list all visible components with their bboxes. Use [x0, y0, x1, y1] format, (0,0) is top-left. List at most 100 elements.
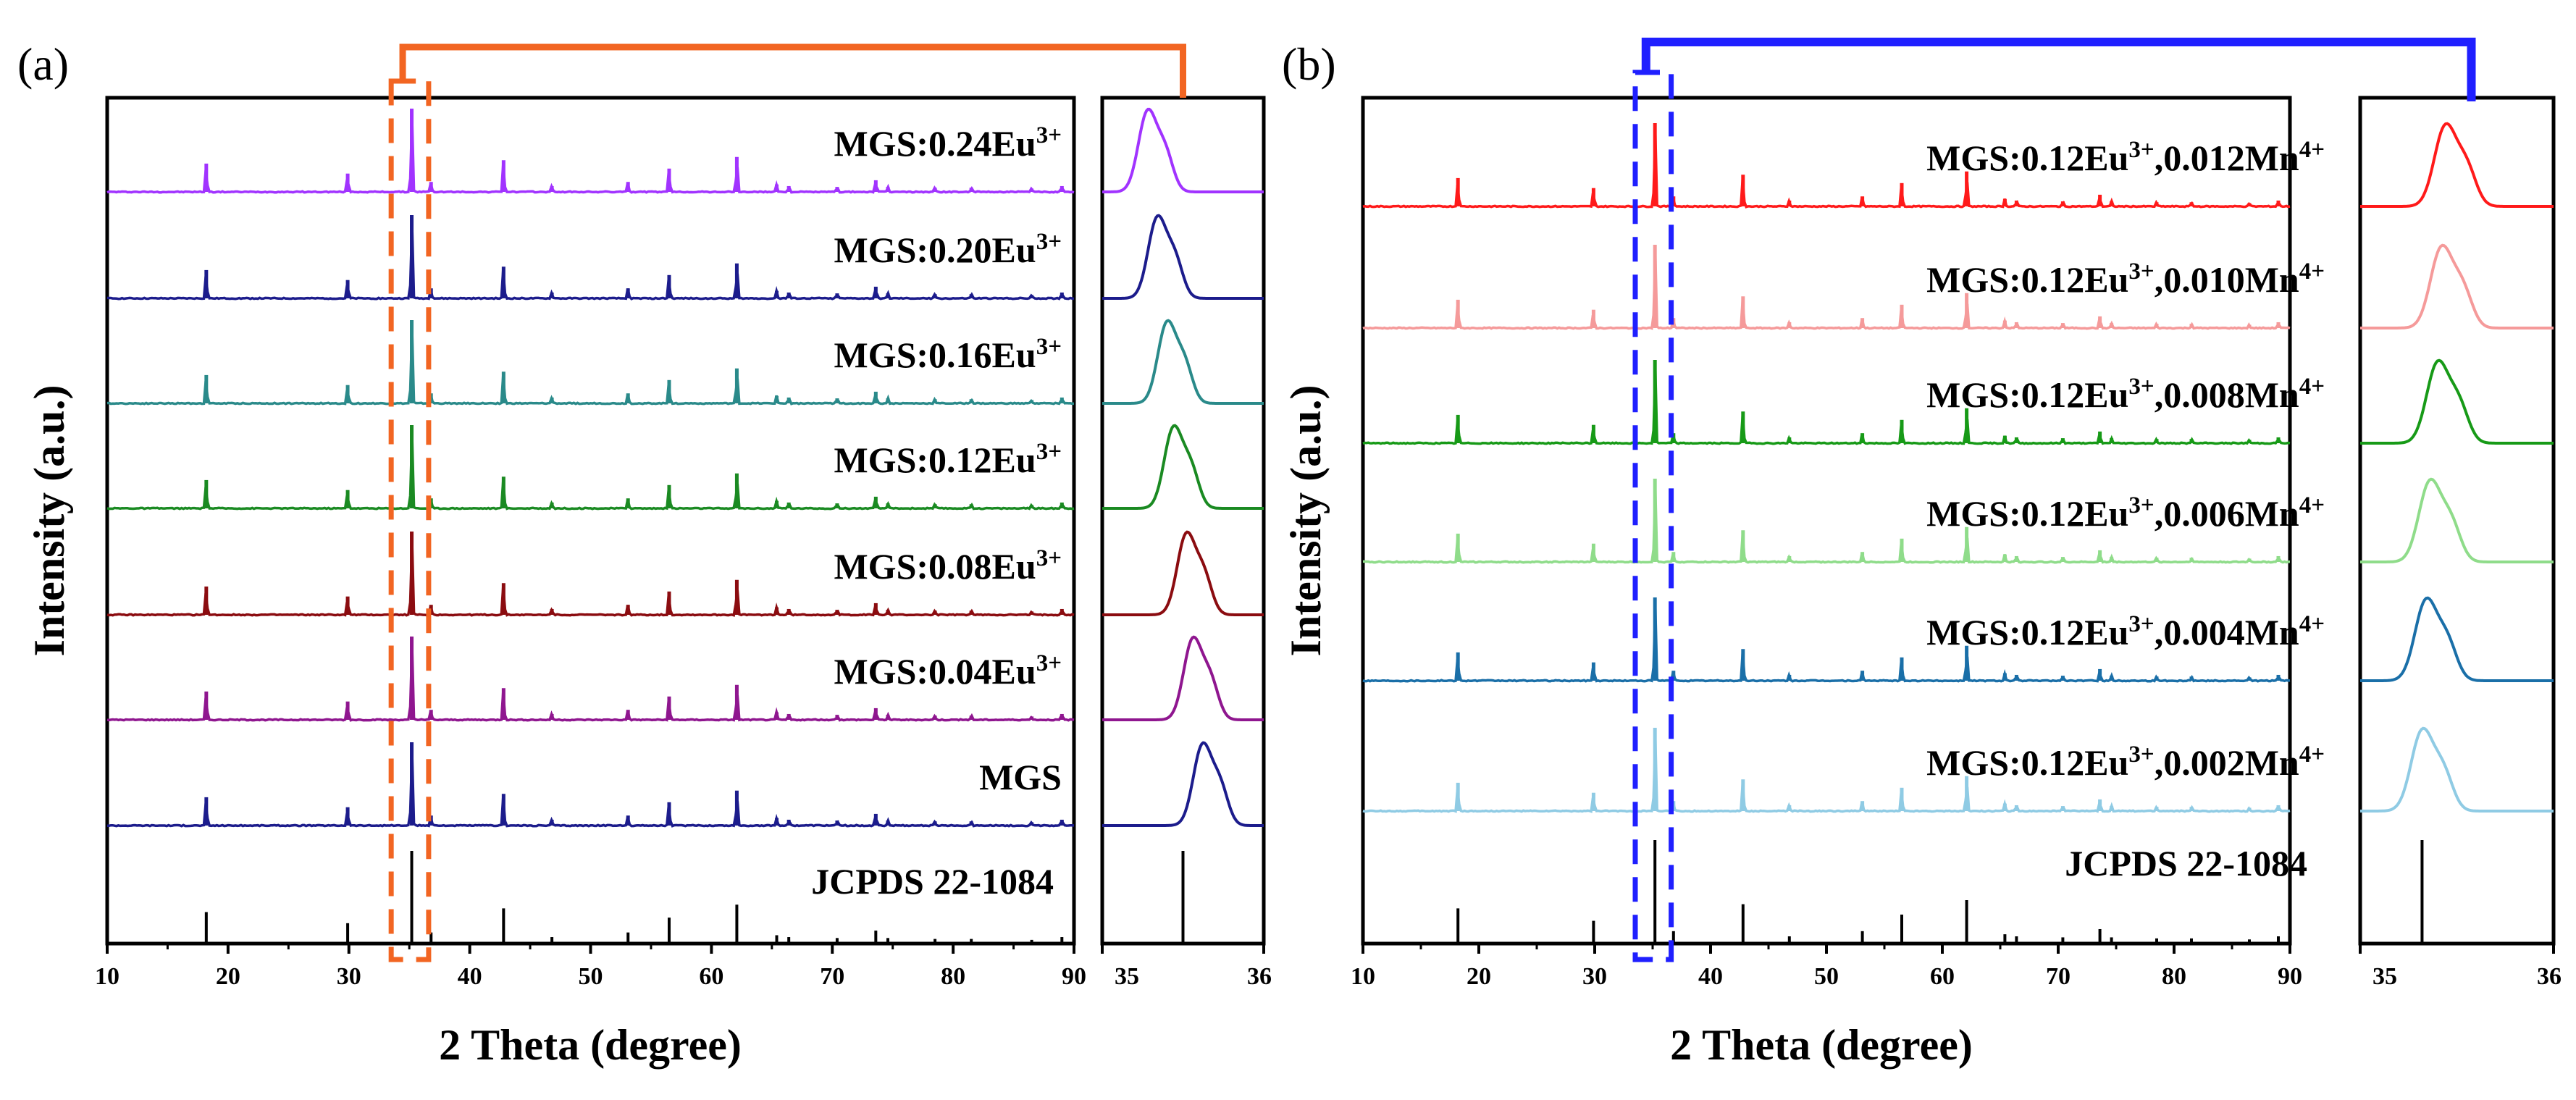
series-label-text: MGS:0.08Eu: [834, 546, 1036, 587]
series-trace: [106, 645, 1075, 722]
panel-a: (a) 10 20 30 40 50 60 70 80 90 35 36 2 Theta (degree…: [17, 38, 1272, 1069]
series-label-text: MGS: [979, 757, 1062, 797]
zoom-x-tick-label: 36: [2537, 963, 2562, 990]
series-label: MGS:0.16Eu3+: [834, 334, 1062, 375]
x-tick-label: 10: [95, 963, 119, 990]
x-tick-label: 50: [579, 963, 603, 990]
zoom-series-trace: [1102, 530, 1264, 616]
main-plot-frame: [1361, 96, 2292, 946]
series-label-superscript: 3+: [2128, 137, 2154, 163]
series-trace: [106, 224, 1075, 301]
x-tick-label: 30: [337, 963, 361, 990]
zoom-series-trace: [2360, 243, 2554, 329]
reference-label: JCPDS 22-1084: [811, 861, 1054, 902]
series-label-superscript: 3+: [1036, 122, 1062, 148]
series-label-superscript: 3+: [2128, 259, 2154, 285]
series-label-superscript: 3+: [2128, 611, 2154, 637]
zoom-connector-bracket: [1641, 38, 2476, 101]
series-label-superscript: 3+: [1036, 545, 1062, 571]
series-label: MGS:0.12Eu3+,0.012Mn4+: [1926, 137, 2325, 178]
x-tick-label: 90: [2278, 963, 2302, 990]
zoom-plot-frame: [2358, 96, 2556, 946]
x-axis-title: 2 Theta (degree): [439, 1021, 742, 1069]
series-label-text: MGS:0.12Eu: [1926, 493, 2128, 534]
series-label-superscript-2: 4+: [2299, 259, 2325, 285]
series-label-superscript: 3+: [2128, 742, 2154, 768]
series-label-text-2: ,0.012Mn: [2155, 138, 2299, 178]
x-tick-label: 20: [216, 963, 240, 990]
series-label: MGS:0.12Eu3+,0.004Mn4+: [1926, 611, 2325, 652]
zoom-series-trace: [1102, 635, 1264, 721]
panel-b: (b) 10 20 30 40 50 60 70 80 90 35 36 2 Theta (degree…: [1282, 38, 2562, 1069]
series-label: MGS: [979, 757, 1062, 797]
zoom-x-tick-label: 36: [1247, 963, 1272, 990]
series-label: MGS:0.12Eu3+: [834, 439, 1062, 480]
series-trace: [1362, 606, 2291, 683]
x-tick-label: 20: [1467, 963, 1491, 990]
series-label-text-2: ,0.010Mn: [2155, 259, 2299, 300]
series-label-superscript: 3+: [2128, 374, 2154, 400]
x-tick-label: 70: [820, 963, 844, 990]
x-tick-label: 90: [1062, 963, 1086, 990]
y-axis-title: Intensity (a.u.): [25, 385, 73, 656]
series-label-text: MGS:0.12Eu: [1926, 742, 2128, 783]
zoom-series-trace: [1102, 319, 1264, 405]
series-label-superscript-2: 4+: [2299, 611, 2325, 637]
x-tick-label: 60: [1930, 963, 1955, 990]
zoom-connector-bracket: [399, 43, 1186, 98]
series-trace: [1362, 737, 2291, 813]
zoom-series-trace: [1102, 107, 1264, 193]
series-label-superscript-2: 4+: [2299, 137, 2325, 163]
zoom-series-trace: [1102, 424, 1264, 510]
highlight-box: [388, 78, 432, 962]
x-tick-label: 60: [699, 963, 723, 990]
series-label-text: MGS:0.16Eu: [834, 335, 1036, 375]
highlight-box: [1632, 70, 1674, 962]
series-trace: [1362, 369, 2291, 445]
zoom-series-trace: [1102, 214, 1264, 300]
series-trace: [106, 329, 1074, 406]
main-plot-frame: [105, 96, 1076, 946]
series-label-superscript: 3+: [1036, 439, 1062, 465]
x-tick-label: 70: [2046, 963, 2071, 990]
series-label: MGS:0.08Eu3+: [834, 545, 1062, 587]
series-label-text: MGS:0.12Eu: [834, 440, 1036, 480]
series-trace: [106, 434, 1075, 511]
x-axis-title: 2 Theta (degree): [1670, 1021, 1973, 1069]
panel-label: (b): [1282, 38, 1336, 90]
zoom-x-tick-label: 35: [2372, 963, 2397, 990]
zoom-x-tick-label: 35: [1115, 963, 1139, 990]
series-label: MGS:0.12Eu3+,0.006Mn4+: [1926, 492, 2325, 534]
series-trace: [1363, 487, 2291, 564]
series-label-text-2: ,0.002Mn: [2155, 742, 2299, 783]
series-trace: [1362, 133, 2291, 209]
series-label-text: MGS:0.04Eu: [834, 651, 1036, 692]
zoom-series-trace: [2360, 122, 2554, 208]
series-label-text-2: ,0.004Mn: [2155, 612, 2299, 652]
x-tick-label: 10: [1351, 963, 1375, 990]
series-label-text: MGS:0.24Eu: [834, 123, 1036, 164]
x-tick-label: 80: [941, 963, 965, 990]
series-label-superscript: 3+: [1036, 650, 1062, 676]
series-label-text: MGS:0.12Eu: [1926, 259, 2128, 300]
zoom-series-trace: [1102, 741, 1264, 827]
x-tick-label: 40: [1698, 963, 1723, 990]
series-label: MGS:0.12Eu3+,0.002Mn4+: [1926, 742, 2325, 783]
x-tick-label: 40: [458, 963, 482, 990]
zoom-series-trace: [2360, 477, 2554, 563]
series-label-superscript-2: 4+: [2299, 492, 2325, 518]
zoom-series-trace: [2360, 358, 2554, 445]
x-tick-label: 80: [2162, 963, 2186, 990]
series-label-superscript: 3+: [1036, 229, 1062, 255]
reference-label: JCPDS 22-1084: [2065, 843, 2307, 883]
x-tick-label: 30: [1582, 963, 1607, 990]
panel-label: (a): [17, 38, 69, 90]
series-label: MGS:0.12Eu3+,0.010Mn4+: [1926, 259, 2325, 300]
series-label: MGS:0.12Eu3+,0.008Mn4+: [1926, 374, 2325, 415]
series-trace: [106, 118, 1075, 194]
zoom-series-trace: [2360, 726, 2554, 813]
series-trace: [1362, 253, 2291, 330]
zoom-series-trace: [2360, 596, 2554, 682]
series-label: MGS:0.20Eu3+: [834, 229, 1062, 270]
series-label-text: MGS:0.12Eu: [1926, 138, 2128, 178]
